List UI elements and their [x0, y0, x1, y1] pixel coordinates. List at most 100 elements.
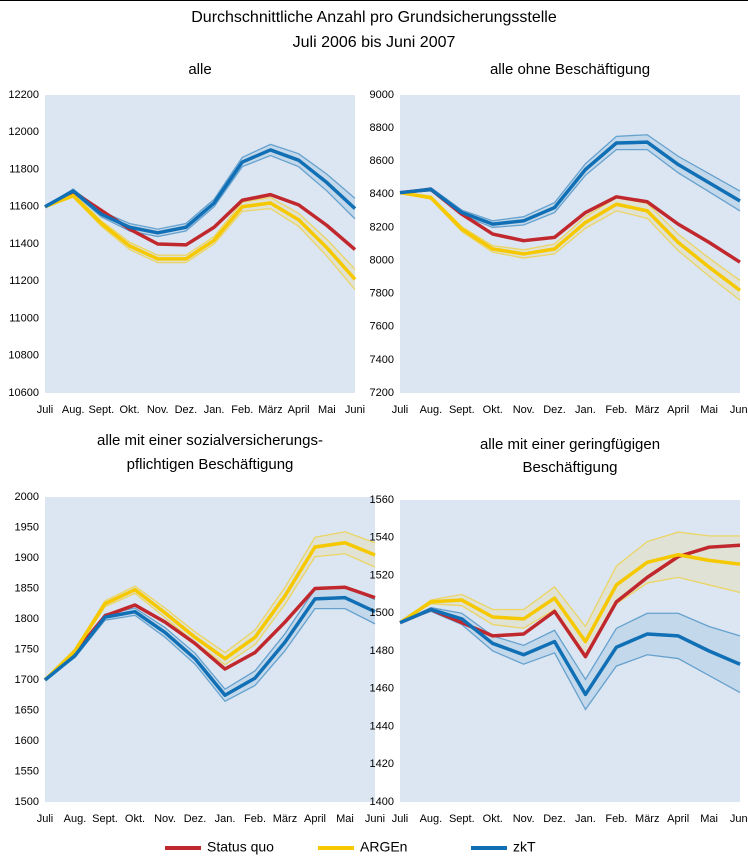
x-tick-label: Juli: [37, 813, 54, 825]
y-tick-label: 10600: [8, 387, 39, 399]
x-tick-label: April: [304, 813, 326, 825]
y-tick-label: 1560: [370, 494, 394, 506]
y-tick-label: 8200: [370, 221, 394, 233]
series-line: [44, 193, 357, 281]
legend-label: ARGEn: [360, 839, 407, 855]
plot-area: [400, 95, 740, 393]
x-tick-label: Jan.: [575, 813, 596, 825]
series-line: [44, 190, 357, 251]
x-tick-label: April: [667, 404, 689, 416]
y-tick-label: 1500: [15, 796, 39, 808]
x-tick-label: Dez.: [543, 813, 566, 825]
legend-label: zkT: [513, 839, 536, 855]
y-tick-label: 1950: [15, 521, 39, 533]
x-tick-label: April: [667, 813, 689, 825]
y-tick-label: 1600: [15, 735, 39, 747]
y-tick-label: 1460: [370, 683, 394, 695]
x-tick-label: Mai: [700, 404, 718, 416]
x-tick-label: Feb.: [605, 813, 627, 825]
series-line: [399, 140, 741, 226]
x-tick-label: Jan.: [575, 404, 596, 416]
y-tick-label: 1550: [15, 765, 39, 777]
x-tick-label: Aug.: [420, 404, 443, 416]
band-lower: [44, 196, 356, 291]
x-tick-label: März: [635, 404, 659, 416]
page-subtitle: Juli 2006 bis Juni 2007: [293, 34, 456, 51]
y-tick-label: 1520: [370, 569, 394, 581]
x-tick-label: Okt.: [483, 404, 503, 416]
y-tick-label: 11800: [9, 163, 39, 175]
x-tick-label: März: [258, 404, 282, 416]
x-tick-label: Feb.: [231, 404, 253, 416]
page-title: Durchschnittliche Anzahl pro Grundsicher…: [191, 9, 557, 26]
y-tick-label: 1500: [370, 607, 394, 619]
legend-label: Status quo: [207, 839, 274, 855]
y-tick-label: 10800: [8, 350, 39, 362]
x-tick-label: März: [273, 813, 297, 825]
band-upper: [399, 531, 740, 628]
y-tick-label: 1700: [15, 674, 39, 686]
y-tick-label: 12000: [8, 126, 39, 138]
chart-title: alle mit einer geringfügigen: [480, 436, 660, 453]
x-tick-label: Okt.: [119, 404, 139, 416]
x-tick-label: Juni: [730, 813, 748, 825]
band-upper: [44, 192, 356, 270]
y-tick-label: 8400: [370, 188, 394, 200]
y-tick-label: 8000: [370, 254, 394, 266]
x-tick-label: Mai: [336, 813, 354, 825]
x-tick-label: Sept.: [449, 404, 475, 416]
y-tick-label: 1420: [370, 758, 394, 770]
x-tick-label: Jan.: [204, 404, 225, 416]
x-tick-label: Juli: [37, 404, 54, 416]
y-tick-label: 8800: [370, 122, 394, 134]
top-border: [0, 0, 748, 1]
series-line: [399, 190, 742, 292]
y-tick-label: 11000: [9, 312, 39, 324]
x-tick-label: Juni: [730, 404, 748, 416]
series-line: [399, 552, 741, 644]
x-tick-label: Sept.: [92, 813, 118, 825]
x-tick-label: Aug.: [420, 813, 443, 825]
x-tick-label: Feb.: [605, 404, 627, 416]
y-tick-label: 1400: [370, 796, 394, 808]
band-fill: [400, 532, 740, 657]
x-tick-label: Nov.: [154, 813, 176, 825]
y-tick-label: 7800: [370, 288, 394, 300]
series-line: [43, 541, 376, 682]
chart-title: alle mit einer sozialversicherungs-: [97, 432, 323, 449]
x-tick-label: Dez.: [184, 813, 207, 825]
x-tick-label: Nov.: [513, 813, 535, 825]
y-tick-label: 8600: [370, 155, 394, 167]
x-tick-label: Okt.: [125, 813, 145, 825]
series-line: [44, 148, 357, 235]
x-tick-label: Okt.: [483, 813, 503, 825]
plot-area: [400, 500, 740, 802]
x-tick-label: Juni: [365, 813, 385, 825]
x-tick-label: Mai: [318, 404, 336, 416]
y-tick-label: 7200: [370, 387, 394, 399]
x-tick-label: Jan.: [215, 813, 236, 825]
y-tick-label: 1440: [370, 720, 394, 732]
chart-title: Beschäftigung: [522, 459, 617, 476]
band-upper: [399, 134, 741, 222]
band-fill: [45, 531, 375, 680]
y-tick-label: 7600: [370, 321, 394, 333]
y-tick-label: 2000: [15, 491, 39, 503]
x-tick-label: Mai: [700, 813, 718, 825]
x-tick-label: April: [288, 404, 310, 416]
x-tick-label: März: [635, 813, 659, 825]
x-tick-label: Aug.: [64, 813, 87, 825]
x-tick-label: Nov.: [513, 404, 535, 416]
y-tick-label: 11400: [9, 238, 39, 250]
chart-title: alle ohne Beschäftigung: [490, 61, 650, 78]
band-lower: [44, 154, 356, 238]
x-tick-label: Sept.: [89, 404, 115, 416]
series-line: [43, 595, 376, 697]
plot-area: [45, 95, 355, 393]
y-tick-label: 1800: [15, 613, 39, 625]
series-line: [399, 607, 741, 697]
y-tick-label: 1650: [15, 704, 39, 716]
x-tick-label: Nov.: [147, 404, 169, 416]
x-tick-label: Juli: [392, 813, 409, 825]
y-tick-label: 1750: [15, 643, 39, 655]
